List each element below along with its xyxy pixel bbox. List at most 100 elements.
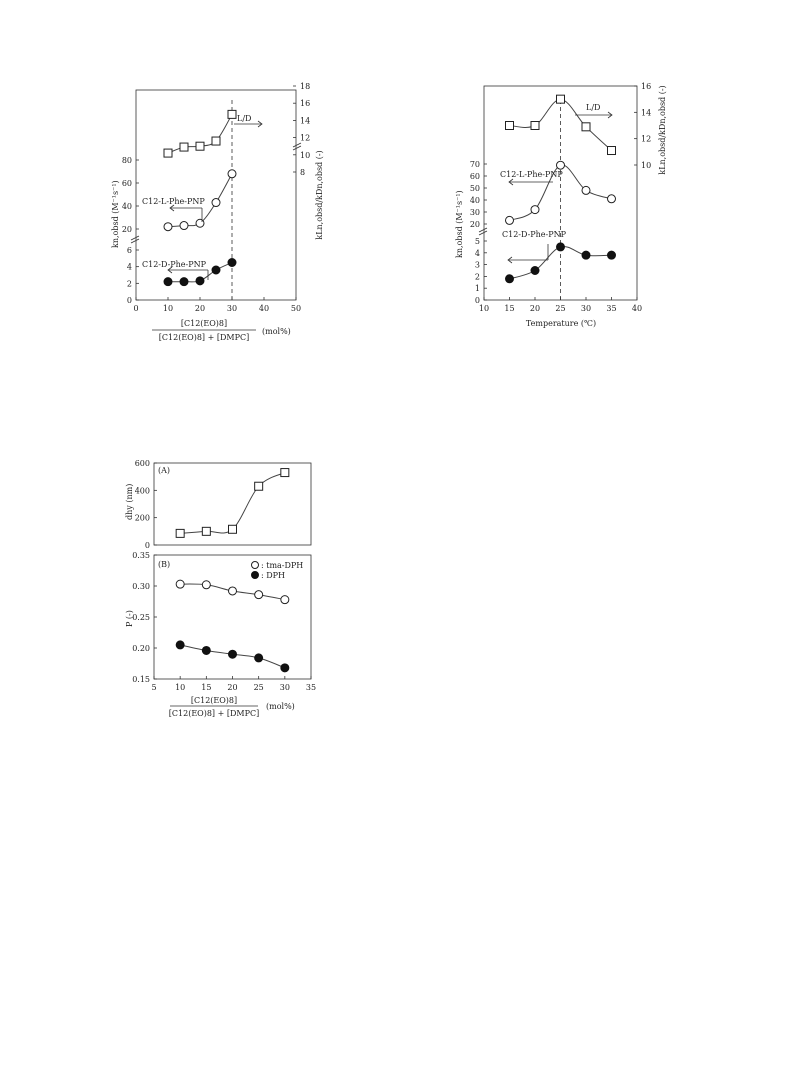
c3-panel-b-frame (153, 554, 312, 680)
c3-s2-point-1 (201, 645, 211, 655)
c3-x-label-2: 15 (201, 683, 211, 692)
c3-ya-label-1: 200 (135, 514, 150, 523)
c3-legend-dph: : DPH (261, 571, 285, 580)
c3-x-label-unit: (mol%) (266, 702, 295, 711)
c3-panel-b-y-label: P (-) (125, 610, 134, 627)
c2-x-label-0: 10 (479, 304, 489, 313)
c1-x-label-2: 20 (195, 304, 205, 313)
c3-ya-label-2: 400 (135, 486, 150, 495)
c1-label-d: C12-D-Phe-PNP (142, 260, 207, 269)
c3-s2-point-4 (280, 663, 290, 673)
c3-ya-label-3: 600 (135, 459, 150, 468)
c2-y-axis-label: kn,obsd (M⁻¹s⁻¹) (455, 190, 464, 258)
c2-axis-break-left (478, 227, 488, 233)
c2-yhigh-label-5: 70 (470, 160, 480, 169)
c1-ylow-label-1: 2 (127, 279, 132, 288)
c2-label-d: C12-D-Phe-PNP (502, 230, 567, 239)
c2-ylow-label-1: 1 (475, 284, 480, 293)
c2-y2-ticks: 10 12 14 16 (634, 82, 651, 170)
c2-s1-point-4 (607, 250, 616, 260)
c3-s1-point-0 (175, 579, 185, 589)
c1-s0-point-0 (163, 222, 173, 232)
c1-s0-point-3 (211, 198, 221, 208)
c1-s1-point-2 (195, 276, 205, 286)
c3-s0-point-4 (280, 468, 290, 478)
c1-s1-point-0 (163, 277, 173, 287)
c1-axis-break-right-2 (292, 145, 302, 151)
c1-yhigh-label-0: 20 (122, 225, 132, 234)
c1-x-label-den: [C12(EO)8] + [DMPC] (159, 333, 249, 342)
c1-yhigh-label-3: 80 (122, 156, 132, 165)
c3-yb-label-1: 0.20 (132, 644, 150, 653)
c3-ya-label-0: 0 (145, 541, 150, 550)
c2-s1-point-2 (556, 242, 565, 252)
c1-s2-point-2 (195, 141, 205, 151)
c3-s0-point-2 (228, 524, 237, 534)
c1-x-label-3: 30 (227, 304, 237, 313)
c3-x-label-6: 35 (306, 683, 316, 692)
c3-yb-label-4: 0.35 (132, 551, 150, 560)
chart-concentration: 0 10 20 30 40 50 0 2 4 6 20 40 60 80 8 10 12 14 16 18 L/… (111, 82, 324, 342)
c2-s1-point-3 (581, 250, 591, 260)
c1-y2-label-2: 12 (300, 134, 310, 143)
c1-y-high-ticks: 20 40 60 80 (122, 156, 139, 234)
c2-s0-point-0 (505, 215, 514, 225)
c1-x-label-5: 50 (291, 304, 301, 313)
c2-y2-label-0: 10 (641, 161, 651, 170)
c2-s2-point-3 (581, 122, 591, 132)
c3-s2-point-0 (175, 640, 185, 650)
c1-x-label-1: 10 (163, 304, 173, 313)
c2-label-ld: L/D (586, 103, 600, 112)
c1-arrow-d-head (167, 266, 173, 274)
c1-s1-point-1 (179, 277, 189, 287)
c2-arrow-l-head (508, 178, 514, 186)
c3-x-label-4: 25 (254, 683, 264, 692)
c1-y2-axis-label: kLn,obsd/kDn,obsd (-) (315, 150, 324, 239)
c2-s2-point-2 (556, 94, 565, 104)
c3-legend-open-marker (251, 561, 259, 569)
c1-y-axis-label: kn,obsd (M⁻¹s⁻¹) (111, 180, 120, 248)
c2-x-label-2: 20 (530, 304, 540, 313)
c2-ylow-label-0: 0 (475, 296, 480, 305)
c2-points (505, 94, 616, 284)
c1-x-label-unit: (mol%) (262, 327, 291, 336)
c1-s2-point-0 (163, 148, 173, 158)
c3-panel-b-y-ticks: 0.15 0.20 0.25 0.30 0.35 (132, 551, 157, 684)
c1-s2-point-1 (179, 142, 189, 152)
c3-s1-point-1 (201, 580, 211, 590)
c2-yhigh-label-4: 60 (470, 172, 480, 181)
c2-s0-point-2 (556, 160, 565, 170)
c3-x-label-3: 20 (227, 683, 237, 692)
c1-s1-point-4 (227, 258, 237, 267)
c3-s1-point-2 (228, 586, 237, 596)
c3-x-label-1: 10 (175, 683, 185, 692)
c3-x-label-5: 30 (280, 683, 290, 692)
c1-y2-label-0: 8 (300, 168, 305, 177)
c2-x-label-1: 15 (504, 304, 514, 313)
c3-x-label-den: [C12(EO)8] + [DMPC] (169, 709, 259, 718)
c1-axis-break-right (292, 142, 302, 148)
c2-s2-point-1 (530, 121, 540, 130)
c1-axis-break-left (130, 235, 140, 241)
c2-label-l: C12-L-Phe-PNP (500, 170, 563, 179)
c3-s0-point-1 (201, 526, 211, 536)
c2-s1-point-0 (505, 274, 514, 284)
c1-arrow-ld-head (257, 120, 263, 128)
c2-y-high-ticks: 20 30 40 50 60 70 (470, 160, 487, 229)
c3-s1-point-4 (280, 595, 290, 605)
c1-yhigh-label-2: 60 (122, 179, 132, 188)
c2-x-label-3: 25 (555, 304, 565, 313)
c1-y2-label-5: 18 (300, 82, 310, 91)
c1-plot-frame (135, 89, 297, 301)
c3-yb-label-3: 0.30 (132, 582, 150, 591)
c2-arrow-d-head (507, 256, 513, 264)
c1-x-ticks: 0 10 20 30 40 50 (133, 297, 301, 313)
c1-s0-point-2 (195, 218, 205, 228)
c2-s0-point-4 (607, 194, 616, 204)
c2-ylow-label-5: 5 (475, 237, 480, 246)
c1-points (163, 109, 237, 287)
c1-label-ld: L/D (237, 114, 251, 123)
